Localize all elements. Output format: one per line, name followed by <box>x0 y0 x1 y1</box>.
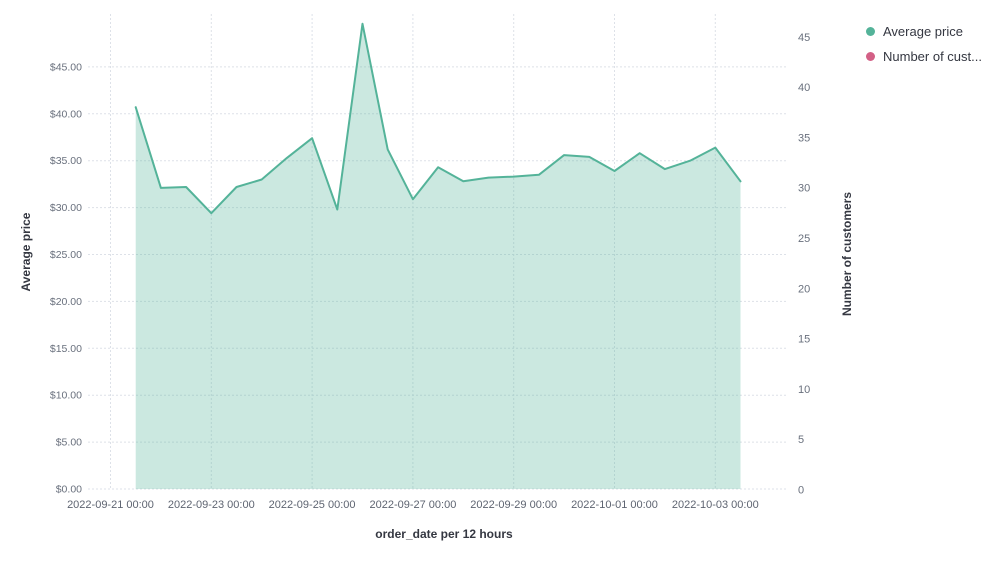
y-axis-right-tick-label: 25 <box>798 233 810 245</box>
x-axis-tick-label: 2022-09-29 00:00 <box>470 499 557 511</box>
x-axis-tick-label: 2022-10-01 00:00 <box>571 499 658 511</box>
legend-item-average-price[interactable]: Average price <box>866 24 982 40</box>
y-axis-right-tick-label: 5 <box>798 434 804 446</box>
y-axis-left-title: Average price <box>19 212 33 292</box>
legend: Average price Number of cust... <box>866 24 982 64</box>
x-axis-tick-label: 2022-09-21 00:00 <box>67 499 154 511</box>
legend-swatch-average-price-icon <box>866 27 875 37</box>
average-price-line <box>134 22 742 215</box>
legend-swatch-number-of-customers-icon <box>866 51 875 61</box>
y-axis-right-tick-label: 15 <box>798 334 810 346</box>
y-axis-right-tick-label: 0 <box>798 485 804 497</box>
x-axis-title: order_date per 12 hours <box>375 527 513 541</box>
gridlines <box>88 14 788 490</box>
y-axis-left-tick-label: $35.00 <box>50 155 82 167</box>
y-axis-left-tick-label: $25.00 <box>50 249 82 261</box>
y-axis-left-tick-label: $10.00 <box>50 390 82 402</box>
y-axis-right-tick-label: 10 <box>798 384 810 396</box>
y-axis-right-tick-label: 45 <box>798 32 810 44</box>
y-axis-right-tick-label: 35 <box>798 132 810 144</box>
y-axis-left-tick-label: $5.00 <box>56 437 82 449</box>
y-axis-right-tick-label: 30 <box>798 183 810 195</box>
x-axis-tick-label: 2022-10-03 00:00 <box>672 499 759 511</box>
average-price-area <box>135 23 741 490</box>
y-axis-left-tick-label: $0.00 <box>56 484 82 496</box>
x-axis-tick-label: 2022-09-27 00:00 <box>369 499 456 511</box>
x-axis-tick-label: 2022-09-25 00:00 <box>269 499 356 511</box>
legend-label-average-price: Average price <box>883 24 963 39</box>
y-axis-left-tick-label: $20.00 <box>50 296 82 308</box>
legend-label-number-of-customers: Number of cust... <box>883 48 982 64</box>
y-axis-right-tick-label: 40 <box>798 82 810 94</box>
legend-item-number-of-customers[interactable]: Number of cust... <box>866 49 982 65</box>
y-axis-left-tick-label: $15.00 <box>50 343 82 355</box>
x-axis-tick-label: 2022-09-23 00:00 <box>168 499 255 511</box>
y-axis-left-tick-label: $30.00 <box>50 202 82 214</box>
y-axis-right-title: Number of customers <box>840 191 854 317</box>
y-axis-right-tick-label: 20 <box>798 283 810 295</box>
y-axis-left-tick-label: $40.00 <box>50 108 82 120</box>
y-axis-left-tick-label: $45.00 <box>50 61 82 73</box>
